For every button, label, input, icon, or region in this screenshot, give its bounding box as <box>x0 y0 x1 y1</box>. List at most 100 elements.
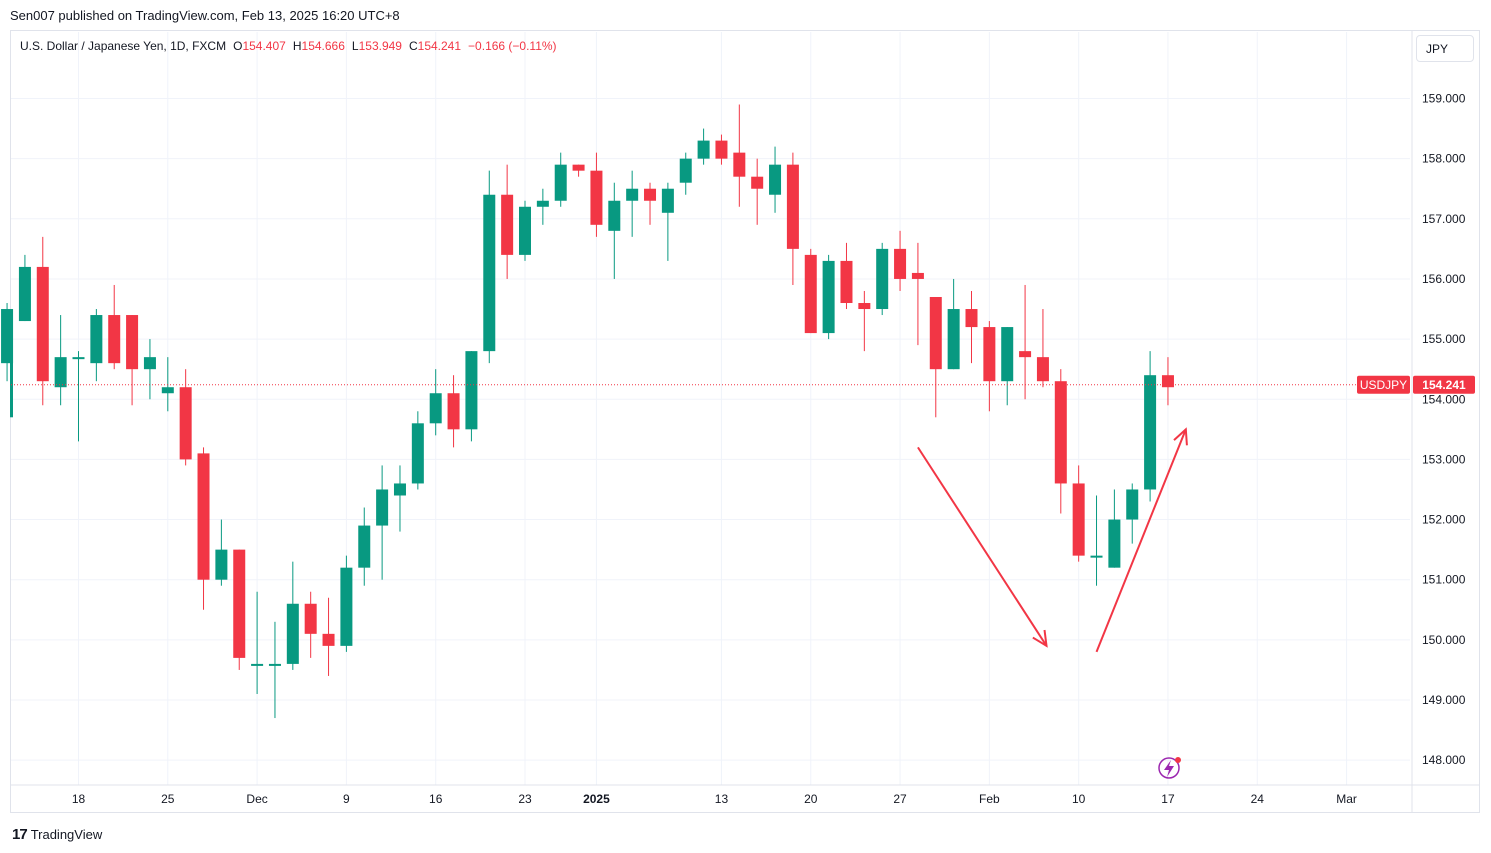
candle-body-down[interactable] <box>197 453 210 580</box>
symbol-label: USDJPY <box>1360 378 1407 392</box>
chart-frame <box>10 30 1480 813</box>
candle-body-up[interactable] <box>54 357 67 388</box>
x-tick-label: 13 <box>715 792 729 806</box>
candle-body-up[interactable] <box>519 206 531 255</box>
candle-body-up[interactable] <box>697 140 710 159</box>
candle-body-up[interactable] <box>286 603 299 664</box>
x-tick-label: 20 <box>804 792 818 806</box>
candle-body-up[interactable] <box>1090 555 1103 558</box>
candle-body-down[interactable] <box>1054 381 1067 484</box>
candle-body-down[interactable] <box>322 633 335 646</box>
candle-body-up[interactable] <box>411 423 424 484</box>
candle-body-up[interactable] <box>661 188 674 213</box>
candle-body-down[interactable] <box>501 194 514 255</box>
candle-body-down[interactable] <box>590 170 603 225</box>
candle-body-down[interactable] <box>644 188 657 201</box>
candle-body-up[interactable] <box>143 357 156 370</box>
tradingview-logo-text: TradingView <box>30 827 103 842</box>
candle-body-down[interactable] <box>858 303 871 310</box>
candle-body-partial <box>10 357 13 418</box>
y-tick-label: 158.000 <box>1422 152 1466 166</box>
x-tick-label: 16 <box>429 792 443 806</box>
candle-body-up[interactable] <box>679 158 692 183</box>
candle-body-up[interactable] <box>1001 327 1014 382</box>
candle-body-down[interactable] <box>733 152 746 177</box>
y-tick-label: 148.000 <box>1422 753 1466 767</box>
candle-body-down[interactable] <box>715 140 728 159</box>
legend-high-value: 154.666 <box>301 39 345 53</box>
y-tick-label: 156.000 <box>1422 272 1466 286</box>
candle-body-up[interactable] <box>536 200 549 207</box>
candle-body-up[interactable] <box>358 525 371 568</box>
legend-open-value: 154.407 <box>242 39 286 53</box>
y-tick-label: 152.000 <box>1422 513 1466 527</box>
x-tick-label: 23 <box>518 792 532 806</box>
candle-body-down[interactable] <box>1019 351 1032 358</box>
legend-close-value: 154.241 <box>417 39 462 53</box>
candle-body-down[interactable] <box>1036 357 1049 382</box>
candle-body-up[interactable] <box>1 309 14 364</box>
candle-body-down[interactable] <box>1072 483 1085 556</box>
y-tick-label: 150.000 <box>1422 633 1466 647</box>
x-tick-label: 10 <box>1072 792 1086 806</box>
candle-body-up[interactable] <box>554 164 567 201</box>
candle-body-up[interactable] <box>1108 519 1121 568</box>
candle-body-down[interactable] <box>572 164 585 171</box>
published-by-text: Sen007 published on TradingView.com, Feb… <box>10 8 400 23</box>
x-tick-label: 2025 <box>583 792 610 806</box>
candle-body-up[interactable] <box>483 194 496 352</box>
last-price-label: 154.241 <box>1422 378 1466 392</box>
candle-body-down[interactable] <box>304 603 317 634</box>
candle-body-down[interactable] <box>983 327 996 382</box>
candle-body-down[interactable] <box>929 296 942 370</box>
candle-body-up[interactable] <box>161 387 174 394</box>
candle-body-up[interactable] <box>947 309 960 370</box>
candle-body-down[interactable] <box>786 164 799 249</box>
candle-body-down[interactable] <box>126 315 139 370</box>
annotation-arrow-line[interactable] <box>917 446 1048 647</box>
x-tick-label: Dec <box>246 792 267 806</box>
candle-body-down[interactable] <box>965 309 978 328</box>
candle-body-up[interactable] <box>822 260 835 334</box>
x-tick-label: Feb <box>979 792 1000 806</box>
candle-body-up[interactable] <box>376 489 389 526</box>
candle-body-up[interactable] <box>429 393 442 424</box>
annotation-arrow-head <box>1173 427 1188 446</box>
candle-body-up[interactable] <box>608 200 621 231</box>
candle-body-down[interactable] <box>911 272 924 279</box>
candle-body-up[interactable] <box>393 483 406 496</box>
legend-low-value: 153.949 <box>358 39 402 53</box>
candle-body-up[interactable] <box>769 164 782 195</box>
candle-body-down[interactable] <box>179 387 192 460</box>
currency-button[interactable]: JPY <box>1416 35 1474 62</box>
tradingview-logo[interactable]: 17 TradingView <box>12 826 102 843</box>
candle-body-up[interactable] <box>215 549 228 580</box>
candle-body-down[interactable] <box>233 549 246 658</box>
lightning-badge-icon[interactable] <box>1158 757 1180 779</box>
candle-body-down[interactable] <box>840 260 853 304</box>
candle-body-up[interactable] <box>626 188 639 201</box>
candle-body-up[interactable] <box>251 663 264 666</box>
candle-body-down[interactable] <box>447 393 460 430</box>
candle-body-down[interactable] <box>751 176 764 189</box>
candle-body-up[interactable] <box>268 663 281 666</box>
y-tick-label: 149.000 <box>1422 693 1466 707</box>
legend-change: −0.166 (−0.11%) <box>468 39 557 53</box>
candle-body-up[interactable] <box>465 351 478 430</box>
annotation-arrow-line[interactable] <box>1095 428 1187 653</box>
candle-body-down[interactable] <box>108 315 121 364</box>
candle-body-up[interactable] <box>876 248 889 310</box>
candle-body-up[interactable] <box>1126 489 1139 520</box>
candle-body-up[interactable] <box>1144 375 1157 490</box>
legend-low-label: L <box>351 39 359 53</box>
candle-body-down[interactable] <box>36 266 49 382</box>
candle-body-up[interactable] <box>18 266 31 322</box>
annotation-arrow-head <box>1032 629 1048 648</box>
candle-body-up[interactable] <box>340 567 353 646</box>
candle-body-down[interactable] <box>1161 375 1174 388</box>
candle-body-down[interactable] <box>894 248 907 279</box>
candle-body-up[interactable] <box>90 315 103 364</box>
candle-body-down[interactable] <box>804 254 817 334</box>
candle-body-up[interactable] <box>72 357 85 360</box>
